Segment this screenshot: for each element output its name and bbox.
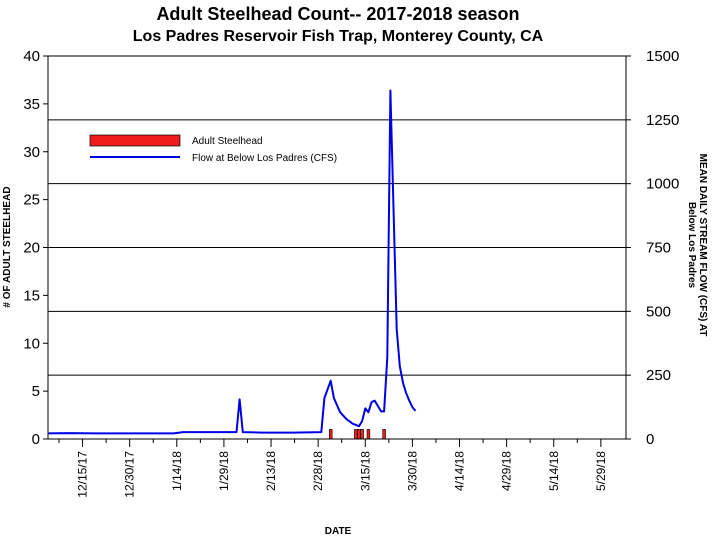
flow-series	[47, 89, 417, 435]
left-tick-label: 10	[23, 335, 40, 352]
legend-bar-label: Adult Steelhead	[192, 136, 263, 147]
x-tick-label: 5/14/18	[547, 451, 561, 491]
left-tick-label: 30	[23, 144, 40, 161]
left-tick-label: 40	[23, 48, 40, 65]
right-tick-label: 500	[646, 303, 671, 320]
right-tick-label: 1250	[646, 112, 679, 129]
y-axis-label-right-line1: MEAN DAILY STREAM FLOW (CFS) AT	[697, 154, 708, 337]
left-tick-label: 25	[23, 192, 40, 209]
x-tick-label: 1/29/18	[217, 451, 231, 491]
steelhead-bars	[329, 429, 386, 440]
right-tick-label: 0	[646, 431, 654, 448]
steelhead-bar	[357, 429, 361, 440]
x-tick-label: 3/15/18	[358, 451, 372, 491]
y-axis-label-left: # OF ADULT STEELHEAD	[2, 186, 13, 307]
left-tick-label: 5	[32, 383, 40, 400]
chart-subtitle: Los Padres Reservoir Fish Trap, Monterey…	[133, 28, 544, 45]
steelhead-bar	[329, 429, 333, 440]
right-axis-ticks: 0 250 500 750 1000 1250 1500	[626, 48, 679, 448]
steelhead-bar	[360, 429, 364, 440]
chart-title: Adult Steelhead Count-- 2017-2018 season	[156, 4, 519, 24]
left-tick-label: 35	[23, 96, 40, 113]
x-tick-label: 3/30/18	[405, 451, 419, 491]
x-axis-ticks: 12/15/17 12/30/17 1/14/18 1/29/18 2/13/18 2/2…	[58, 439, 608, 498]
x-tick-label: 1/14/18	[170, 451, 184, 491]
left-tick-label: 20	[23, 240, 40, 257]
x-tick-label: 4/14/18	[453, 451, 467, 491]
right-tick-label: 250	[646, 367, 671, 384]
left-tick-label: 0	[32, 431, 40, 448]
x-tick-label: 5/29/18	[594, 451, 608, 491]
flow-line	[47, 89, 417, 435]
x-tick-label: 12/15/17	[76, 451, 90, 498]
left-axis-ticks: 0 5 10 15 20 25 30 35 40	[23, 48, 48, 448]
legend: Adult Steelhead Flow at Below Los Padres…	[89, 134, 337, 164]
steelhead-bar	[354, 429, 358, 440]
left-tick-label: 15	[23, 287, 40, 304]
right-tick-label: 750	[646, 240, 671, 257]
legend-line-label: Flow at Below Los Padres (CFS)	[192, 153, 337, 164]
steelhead-bar	[382, 429, 386, 440]
x-tick-label: 2/13/18	[264, 451, 278, 491]
x-tick-label: 4/29/18	[500, 451, 514, 491]
x-tick-label: 12/30/17	[123, 451, 137, 498]
legend-bar-swatch	[89, 134, 181, 147]
right-tick-label: 1500	[646, 48, 679, 65]
x-tick-label: 2/28/18	[311, 451, 325, 491]
x-axis-label: DATE	[325, 526, 352, 537]
gridlines	[48, 119, 626, 376]
right-tick-label: 1000	[646, 176, 679, 193]
y-axis-label-right-line2: Below Los Padres	[686, 202, 697, 289]
steelhead-bar	[366, 429, 371, 440]
